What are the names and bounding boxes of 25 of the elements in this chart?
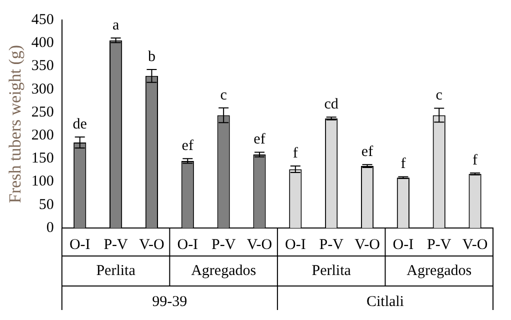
y-tick-label: 150 bbox=[31, 150, 54, 167]
data-label: de bbox=[72, 116, 88, 132]
data-label: b bbox=[148, 48, 156, 65]
y-tick-label: 250 bbox=[31, 104, 54, 120]
data-label: c bbox=[436, 88, 443, 104]
data-label: ef bbox=[254, 132, 266, 148]
y-tick-label: 0 bbox=[46, 220, 54, 236]
data-label: ef bbox=[361, 144, 374, 160]
y-tick-label: 50 bbox=[38, 196, 54, 213]
y-tick-label: 200 bbox=[31, 127, 54, 144]
data-label: cd bbox=[324, 96, 339, 113]
data-label: f bbox=[292, 146, 298, 162]
data-label: f bbox=[400, 156, 406, 172]
data-label: a bbox=[112, 17, 120, 34]
data-label: f bbox=[472, 152, 478, 168]
y-axis-title: Fresh tubers weight (g) bbox=[6, 44, 25, 204]
data-label: c bbox=[220, 87, 228, 104]
text: Citlali bbox=[366, 294, 404, 310]
y-tick-label: 350 bbox=[31, 58, 54, 74]
data-label: ef bbox=[182, 138, 194, 154]
y-tick-label: 450 bbox=[31, 12, 54, 28]
y-tick-label: 400 bbox=[31, 35, 54, 52]
y-tick-label: 300 bbox=[31, 81, 54, 98]
y-tick-label: 100 bbox=[31, 174, 54, 190]
text: 99-39 bbox=[152, 294, 188, 310]
